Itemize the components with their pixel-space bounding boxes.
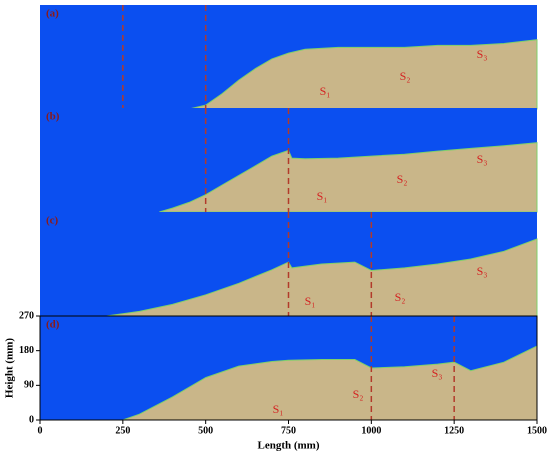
y-tick-label: 180 [19,345,34,356]
y-tick-label: 270 [19,310,34,321]
layer-label: S₁ [320,84,331,98]
x-tick-label: 750 [281,425,296,436]
sand-profile [122,345,538,421]
layer-label: S₃ [432,366,443,380]
layer-label: S₂ [353,387,364,401]
x-tick-label: 500 [198,425,213,436]
sand-profile [188,39,538,110]
panel-label: (c) [46,215,59,227]
layer-label: S₃ [477,264,488,278]
layer-label: S₃ [477,152,488,166]
x-tick-label: 1500 [527,425,547,436]
sand-profile [106,238,538,317]
panel-label: (a) [46,8,59,20]
x-axis-label: Length (mm) [257,440,319,452]
sand-profile [159,142,538,213]
layer-label: S₁ [317,189,328,203]
x-tick-label: 1000 [361,425,381,436]
y-tick-label: 90 [24,380,34,391]
layer-label: S₂ [397,172,408,186]
panel-label: (b) [46,111,60,123]
layer-label: S₁ [305,294,316,308]
y-tick-label: 0 [29,414,34,425]
x-tick-label: 0 [38,425,43,436]
x-tick-label: 250 [115,425,130,436]
layer-label: S₃ [477,47,488,61]
layer-label: S₂ [395,290,406,304]
x-tick-label: 1250 [444,425,464,436]
y-axis-label: Height (mm) [4,338,16,399]
layer-label: S₁ [273,402,284,416]
panel-label: (d) [46,319,60,331]
layer-label: S₂ [400,69,411,83]
